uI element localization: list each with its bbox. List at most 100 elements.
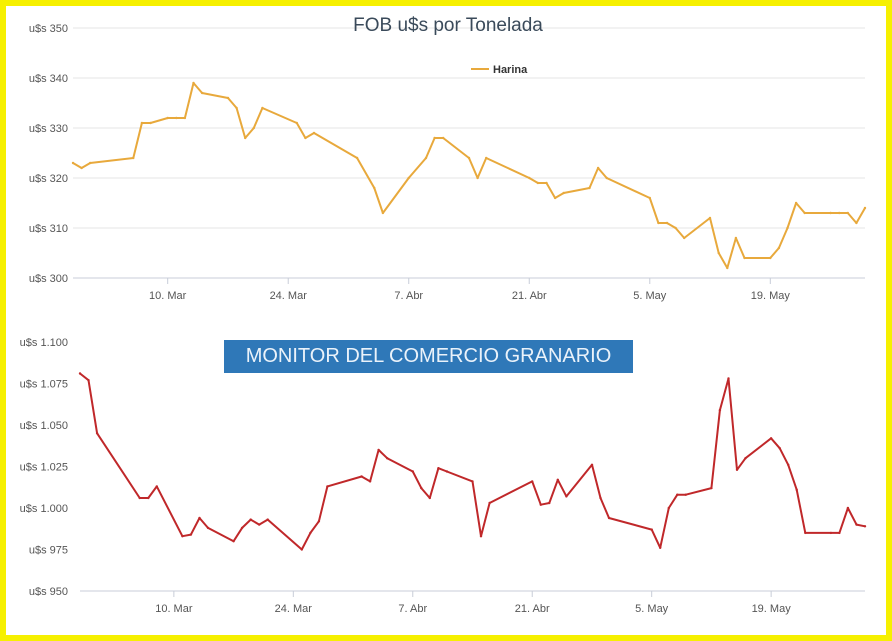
data-point[interactable] <box>317 520 321 523</box>
data-point[interactable] <box>471 480 474 483</box>
data-point[interactable] <box>744 457 747 460</box>
data-point[interactable] <box>676 493 679 496</box>
data-point[interactable] <box>528 176 531 180</box>
data-point[interactable] <box>735 468 739 471</box>
data-point[interactable] <box>778 447 781 450</box>
data-point[interactable] <box>155 485 158 488</box>
data-point[interactable] <box>650 528 653 531</box>
data-point[interactable] <box>684 493 687 496</box>
data-point[interactable] <box>539 503 542 506</box>
data-point[interactable] <box>386 457 389 460</box>
legend[interactable]: Harina <box>471 64 528 76</box>
data-point[interactable] <box>326 485 329 488</box>
data-point[interactable] <box>147 496 150 500</box>
data-point[interactable] <box>863 206 867 210</box>
data-point[interactable] <box>420 486 423 490</box>
data-point[interactable] <box>553 196 557 200</box>
data-point[interactable] <box>304 136 307 140</box>
data-point[interactable] <box>132 156 135 160</box>
data-point[interactable] <box>734 236 738 240</box>
data-point[interactable] <box>717 251 720 255</box>
data-point[interactable] <box>665 221 669 225</box>
data-point[interactable] <box>838 531 841 535</box>
data-point[interactable] <box>192 81 195 85</box>
data-point[interactable] <box>424 156 428 160</box>
data-point[interactable] <box>648 196 651 200</box>
data-point[interactable] <box>206 526 210 530</box>
data-point[interactable] <box>87 379 90 382</box>
data-point[interactable] <box>312 131 316 135</box>
data-point[interactable] <box>804 531 807 535</box>
data-point[interactable] <box>89 161 92 165</box>
data-point[interactable] <box>181 535 184 538</box>
data-point[interactable] <box>596 166 600 170</box>
data-point[interactable] <box>838 211 841 215</box>
data-point[interactable] <box>258 523 261 526</box>
data-point[interactable] <box>710 486 713 490</box>
data-point[interactable] <box>249 518 252 521</box>
data-point[interactable] <box>467 156 471 160</box>
data-point[interactable] <box>769 437 773 440</box>
data-point[interactable] <box>183 116 187 120</box>
data-point[interactable] <box>795 488 798 491</box>
data-point[interactable] <box>727 377 730 380</box>
data-point[interactable] <box>829 211 832 215</box>
data-point[interactable] <box>718 408 722 412</box>
data-point[interactable] <box>726 266 729 270</box>
data-point[interactable] <box>266 518 269 521</box>
data-point[interactable] <box>355 156 359 160</box>
data-point[interactable] <box>149 121 152 125</box>
data-point[interactable] <box>846 506 850 510</box>
data-point[interactable] <box>309 531 312 535</box>
data-point[interactable] <box>562 191 565 195</box>
data-point[interactable] <box>240 526 244 530</box>
data-point[interactable] <box>599 496 602 500</box>
data-point[interactable] <box>368 480 372 483</box>
data-point[interactable] <box>300 548 303 551</box>
data-point[interactable] <box>226 96 230 100</box>
data-point[interactable] <box>536 181 540 185</box>
data-point[interactable] <box>166 116 169 120</box>
data-point[interactable] <box>78 372 82 375</box>
data-point[interactable] <box>200 91 204 95</box>
data-point[interactable] <box>373 186 376 190</box>
data-point[interactable] <box>252 126 255 130</box>
data-point[interactable] <box>565 495 568 498</box>
data-point[interactable] <box>442 136 445 140</box>
data-point[interactable] <box>261 106 264 110</box>
data-point[interactable] <box>708 216 712 220</box>
data-point[interactable] <box>138 496 141 500</box>
data-point[interactable] <box>863 525 867 528</box>
data-point[interactable] <box>657 221 660 225</box>
data-point[interactable] <box>198 516 201 520</box>
data-point[interactable] <box>479 535 483 538</box>
data-point[interactable] <box>445 470 449 473</box>
data-point[interactable] <box>476 176 479 180</box>
data-point[interactable] <box>428 496 431 500</box>
data-point[interactable] <box>175 116 178 120</box>
data-point[interactable] <box>659 546 662 549</box>
data-point[interactable] <box>140 121 144 125</box>
data-point[interactable] <box>794 201 798 205</box>
data-point[interactable] <box>411 470 414 473</box>
data-point[interactable] <box>235 106 238 110</box>
data-point[interactable] <box>189 533 193 536</box>
data-point[interactable] <box>605 176 608 180</box>
data-point[interactable] <box>95 432 99 435</box>
data-point[interactable] <box>777 246 781 250</box>
data-point[interactable] <box>683 236 686 240</box>
data-point[interactable] <box>855 523 858 526</box>
data-point[interactable] <box>548 501 551 505</box>
data-point[interactable] <box>437 467 440 470</box>
data-point[interactable] <box>769 256 772 260</box>
data-point[interactable] <box>829 531 833 535</box>
data-point[interactable] <box>295 121 298 125</box>
data-point[interactable] <box>590 463 594 466</box>
data-point[interactable] <box>407 176 410 180</box>
data-point[interactable] <box>232 540 235 543</box>
data-point[interactable] <box>556 478 559 481</box>
data-point[interactable] <box>381 211 385 215</box>
data-point[interactable] <box>531 480 534 483</box>
data-point[interactable] <box>667 506 670 510</box>
data-point[interactable] <box>786 226 789 230</box>
